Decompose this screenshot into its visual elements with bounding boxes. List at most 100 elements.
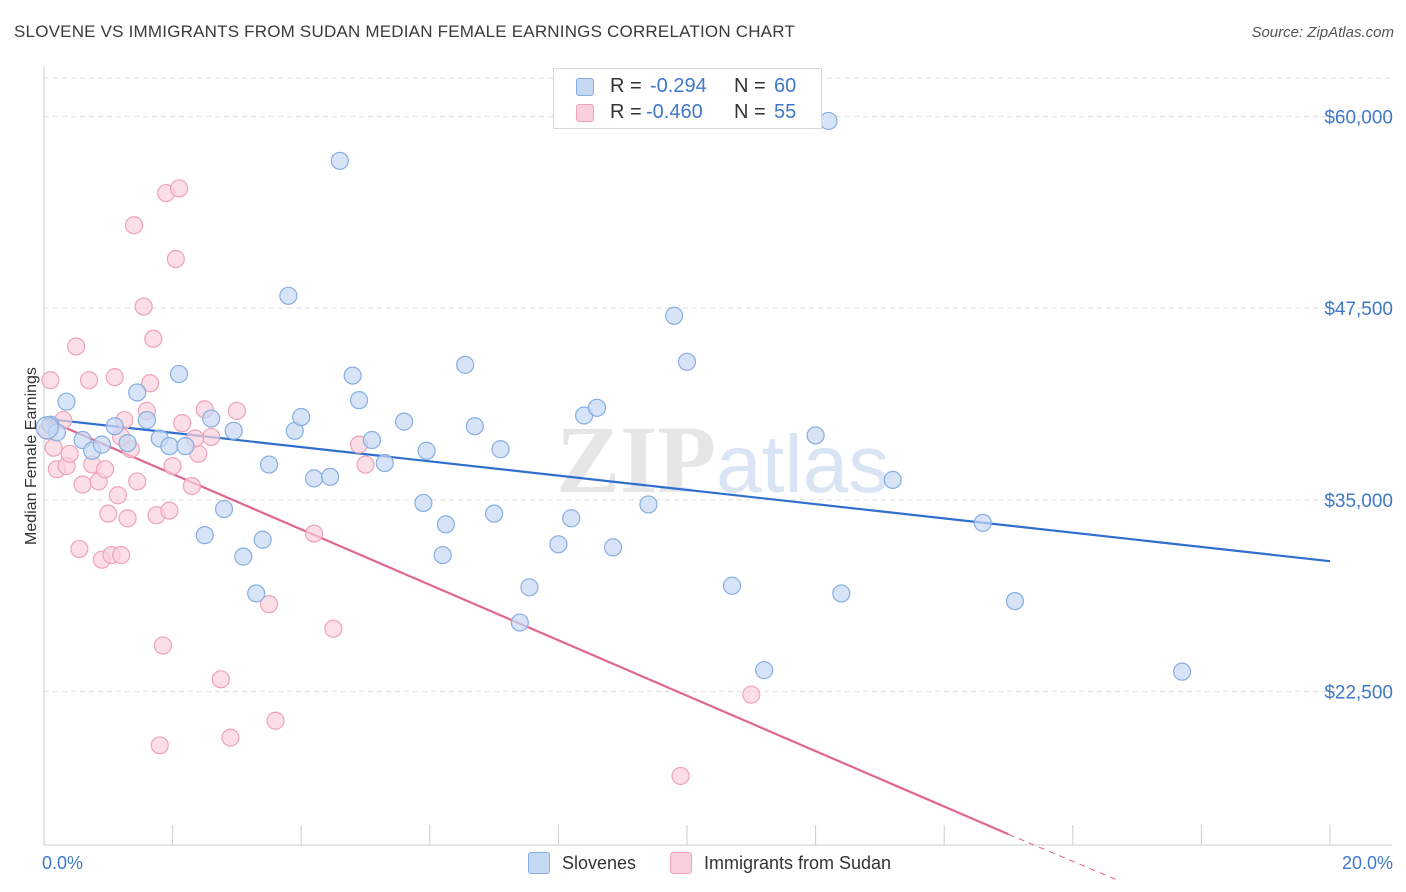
point-sudan (150, 736, 169, 755)
point-slovene (456, 355, 475, 374)
point-slovene (330, 151, 349, 170)
legend-n-value: 60 (774, 75, 797, 97)
point-slovene (1005, 591, 1025, 611)
point-sudan (144, 329, 163, 348)
point-slovene (195, 526, 214, 545)
point-sudan (182, 476, 201, 496)
point-slovene (883, 470, 902, 490)
watermark: ZIP atlas (556, 406, 889, 513)
bottom-legend-swatch-pink (670, 852, 692, 874)
point-sudan (112, 545, 131, 565)
point-sudan (44, 438, 63, 457)
grid-lines (44, 77, 1392, 693)
point-slovene (35, 416, 59, 440)
point-slovene (169, 364, 189, 384)
point-slovene (253, 530, 272, 549)
point-slovene (321, 467, 340, 486)
point-sudan (128, 472, 147, 491)
point-slovene (137, 410, 156, 430)
point-sudan (160, 501, 179, 520)
point-sudan (60, 444, 79, 463)
y-axis-label: Median Female Earnings (23, 367, 40, 545)
point-slovene (279, 286, 298, 305)
y-tick-label: $60,000 (1324, 107, 1393, 128)
legend-n-label: N = (734, 75, 766, 97)
point-sudan (70, 539, 89, 559)
point-slovene (806, 426, 825, 445)
point-slovene (1173, 662, 1192, 681)
point-sudan (166, 249, 185, 269)
chart-title: SLOVENE VS IMMIGRANTS FROM SUDAN MEDIAN … (14, 22, 795, 41)
point-sudan (259, 595, 279, 614)
legend-r-value: -0.294 (650, 75, 707, 97)
point-slovene (128, 383, 147, 402)
point-sudan (105, 368, 124, 387)
point-slovene (973, 513, 992, 532)
point-sudan (671, 766, 690, 786)
point-slovene (436, 515, 455, 534)
point-slovene (176, 437, 195, 456)
point-slovene (247, 584, 266, 603)
y-tick-label: $47,500 (1324, 299, 1393, 320)
legend-n-value: 55 (774, 101, 797, 123)
point-slovene (224, 421, 243, 440)
source-label: Source: ZipAtlas.com (1251, 24, 1394, 41)
point-slovene (375, 453, 394, 473)
point-slovene (665, 306, 684, 325)
point-sudan (356, 455, 375, 474)
point-slovene (259, 455, 279, 474)
point-sudan (124, 216, 144, 235)
point-slovene (520, 578, 539, 597)
point-slovene (562, 509, 581, 528)
point-sudan (163, 457, 182, 476)
point-slovene (755, 661, 774, 680)
point-slovene (414, 493, 433, 513)
bottom-legend-label: Slovenes (562, 853, 637, 873)
x-tick-label: 20.0% (1342, 853, 1393, 873)
point-sudan (79, 371, 99, 390)
point-slovene (160, 437, 179, 456)
legend-r-label: R = (610, 101, 642, 123)
watermark-atlas: atlas (716, 419, 889, 510)
bottom-legend-label: Immigrants from Sudan (704, 853, 892, 873)
legend-r-label: R = (610, 75, 642, 97)
point-sudan (202, 427, 221, 447)
y-tick-label: $22,500 (1324, 683, 1393, 704)
point-sudan (173, 414, 192, 433)
point-slovene (234, 547, 253, 566)
point-slovene (118, 433, 137, 453)
point-sudan (73, 475, 92, 494)
legend-swatch-blue (576, 78, 594, 96)
point-slovene (491, 440, 510, 459)
point-slovene (603, 538, 623, 557)
point-slovene (510, 613, 529, 632)
point-slovene (57, 392, 76, 411)
point-sudan (742, 685, 761, 704)
point-sudan (169, 179, 189, 198)
point-slovene (214, 499, 234, 519)
point-sudan (324, 619, 343, 638)
point-slovene (819, 111, 838, 131)
bottom-legend-swatch-blue (528, 852, 550, 874)
stats-legend: R = -0.294 N = 60 R = -0.460 N = 55 (553, 68, 822, 129)
point-slovene (549, 535, 568, 554)
point-slovene (92, 435, 111, 454)
point-slovene (485, 504, 504, 523)
point-sudan (266, 711, 285, 730)
point-slovene (639, 495, 658, 514)
point-slovene (677, 352, 697, 371)
point-slovene (362, 430, 382, 450)
y-tick-label: $35,000 (1324, 491, 1393, 512)
point-sudan (227, 401, 246, 420)
point-sudan (95, 460, 115, 479)
point-slovene (202, 409, 221, 428)
point-slovene (722, 576, 742, 595)
point-slovene (587, 398, 607, 417)
point-slovene (417, 441, 436, 460)
tick-labels: $60,000 $47,500 $35,000 $22,500 0.0% 20.0% (42, 107, 1393, 873)
trend-line-slovenes (43, 417, 1331, 563)
point-slovene (433, 545, 452, 565)
x-tick-label: 0.0% (42, 853, 83, 873)
point-sudan (153, 636, 173, 655)
